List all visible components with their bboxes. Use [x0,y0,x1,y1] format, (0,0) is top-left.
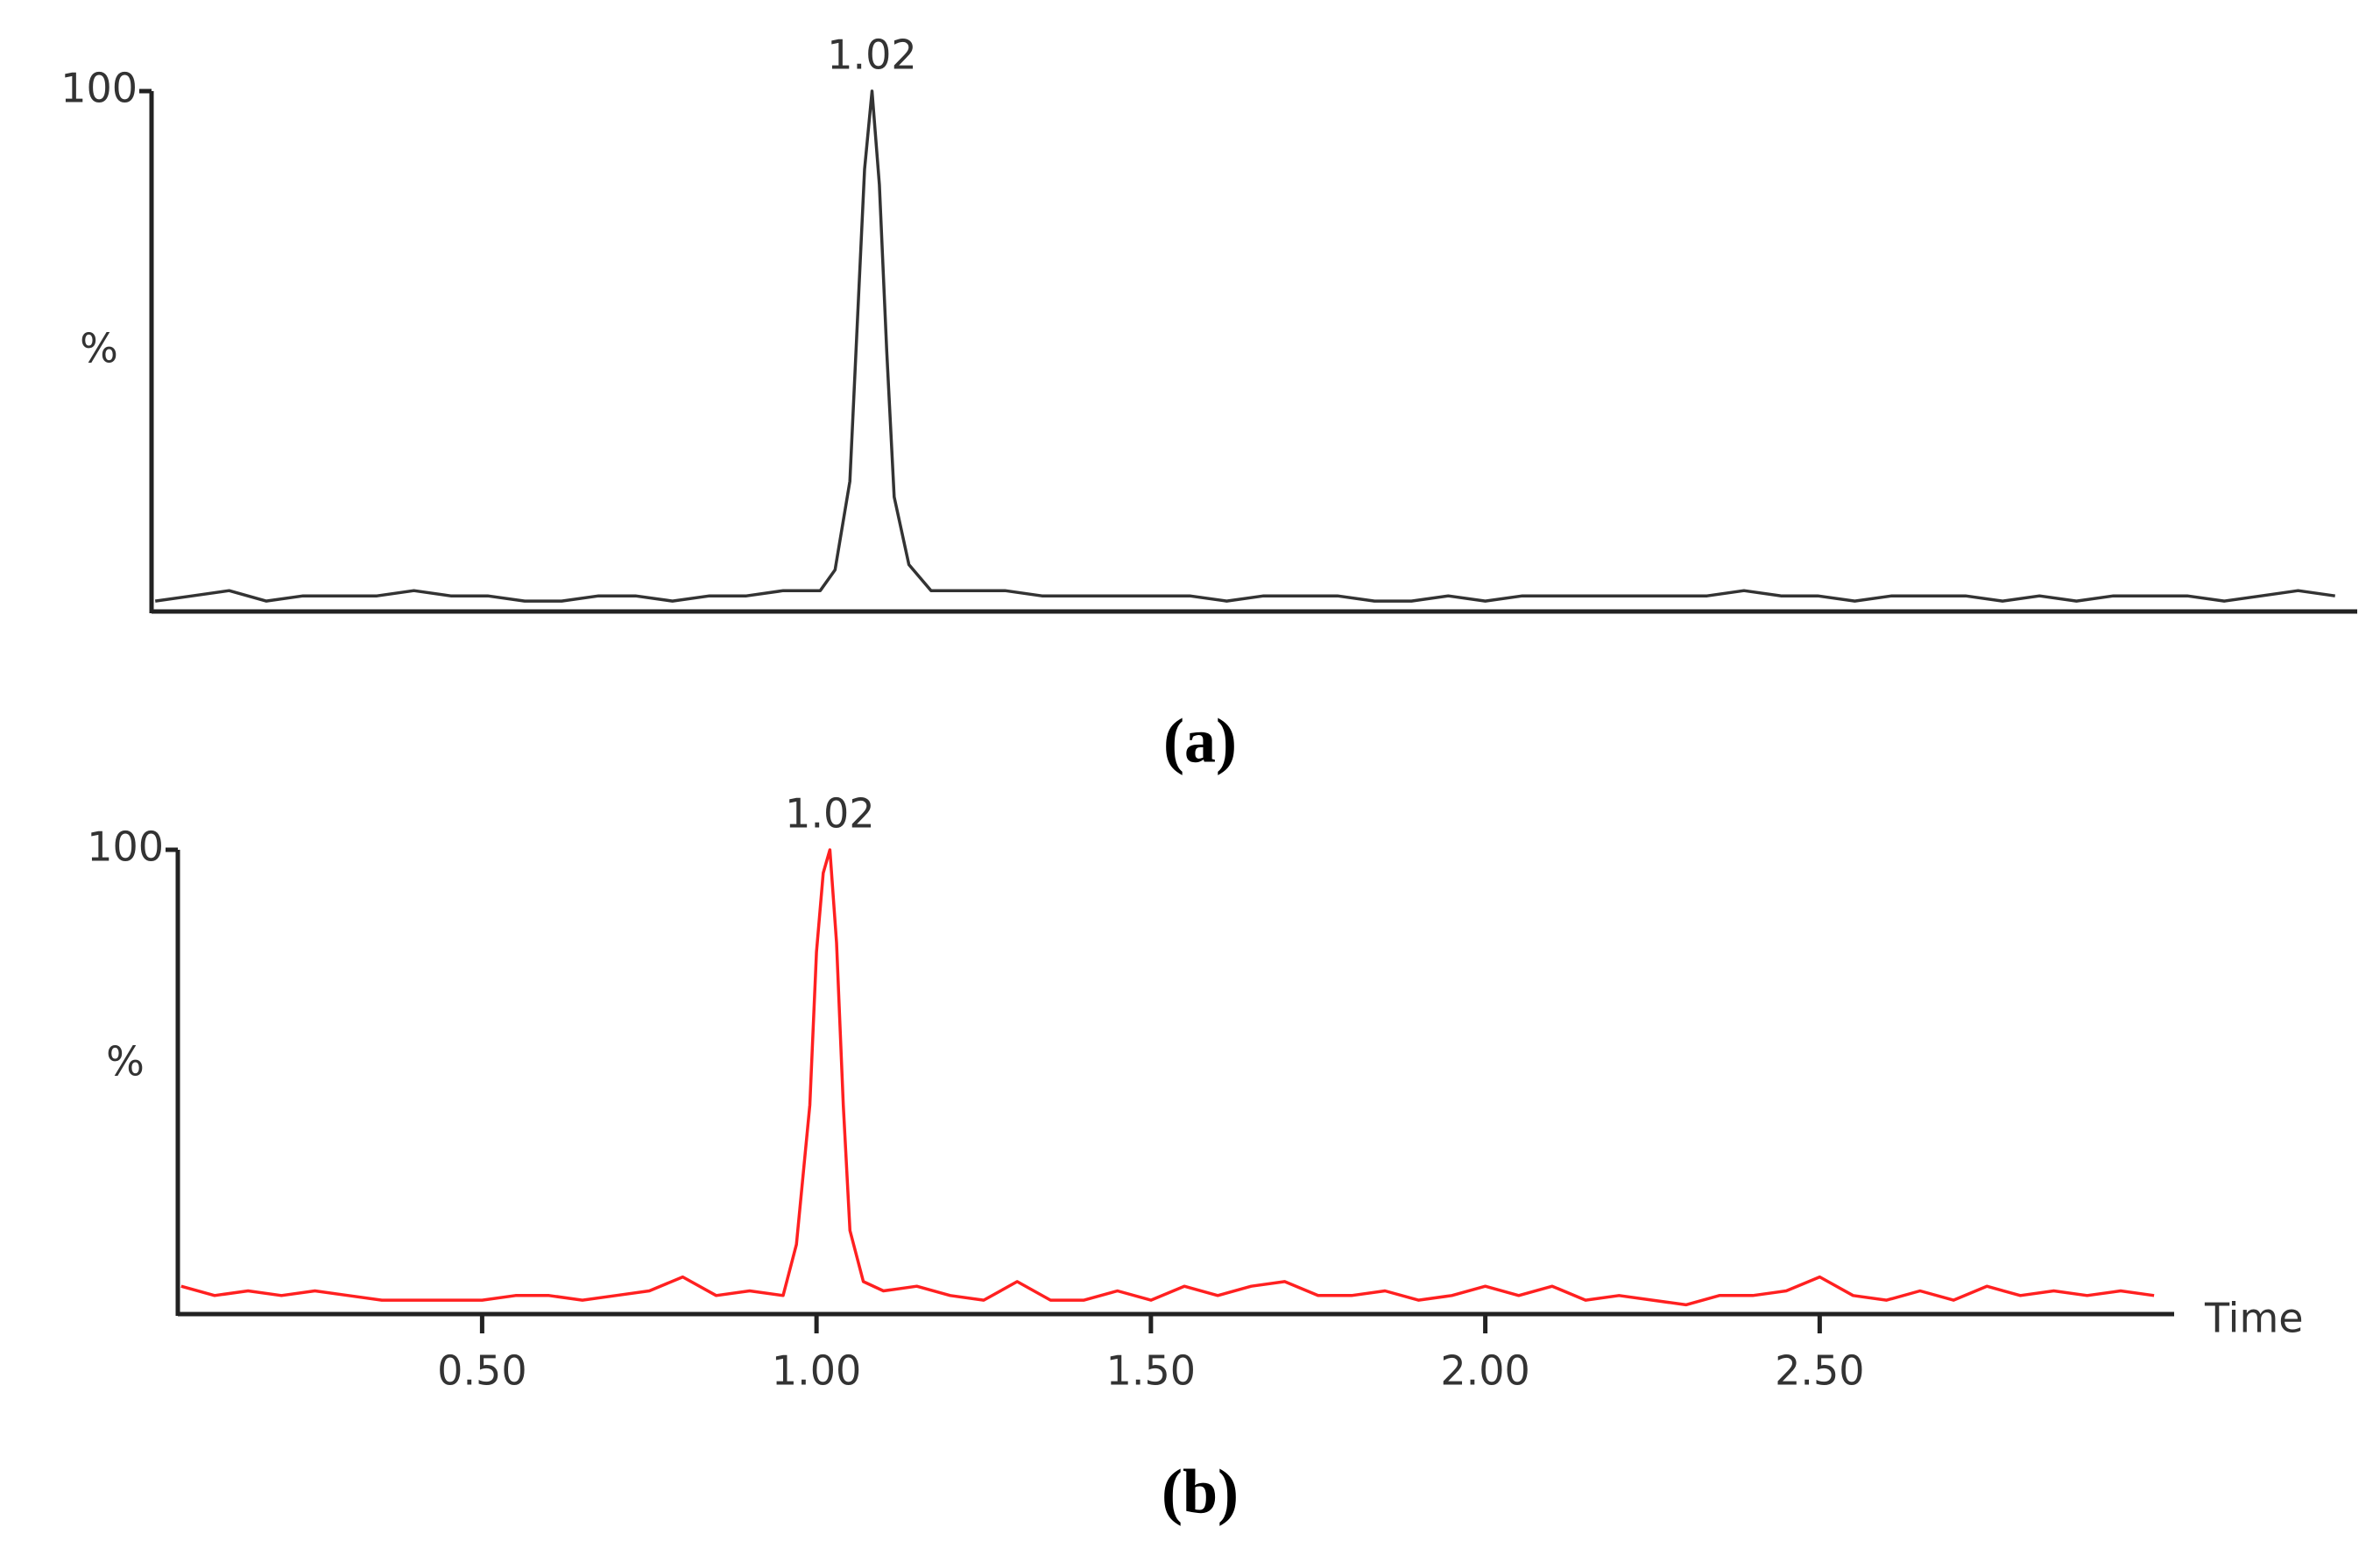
chromatogram-line [154,89,2335,603]
chromatogram-line [180,848,2155,1307]
peak-label: 1.02 [785,790,874,838]
y-tick-label: 100 [87,823,164,871]
x-tick-label: 2.00 [1440,1347,1529,1395]
y-axis-label: % [106,1038,145,1085]
x-tick-label: 0.50 [437,1347,526,1395]
x-axis-label: Time [2204,1295,2304,1342]
x-tick-label: 2.50 [1775,1347,1864,1395]
panel-caption: (b) [1162,1457,1239,1527]
y-tick-label: 100 [60,65,138,112]
peak-label: 1.02 [827,32,916,79]
panel-caption: (a) [1163,706,1237,776]
x-tick-label: 1.00 [772,1347,861,1395]
x-tick-label: 1.50 [1106,1347,1196,1395]
y-axis-label: % [80,325,118,372]
